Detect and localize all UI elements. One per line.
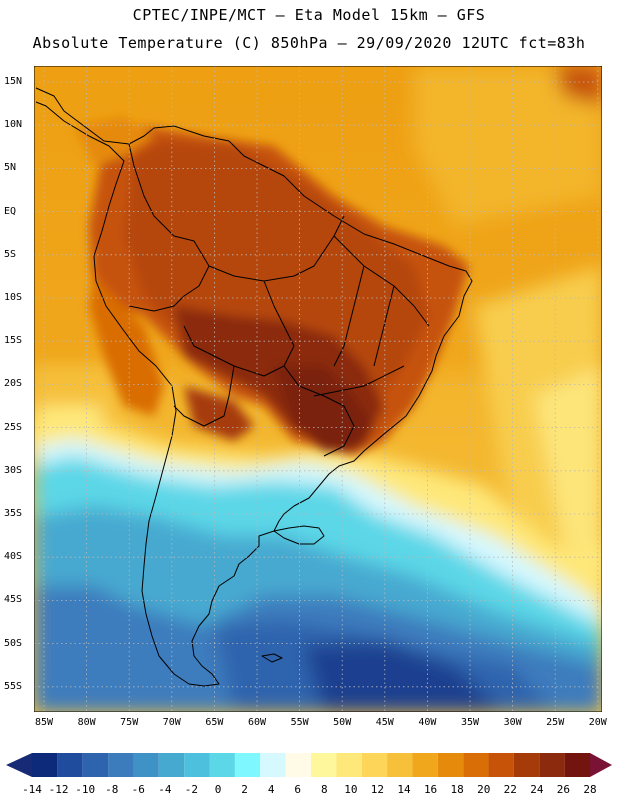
colorbar-tick-label: 18 xyxy=(450,783,464,796)
colorbar-swatch xyxy=(158,753,185,777)
colorbar-tick-label: -4 xyxy=(158,783,172,796)
colorbar-swatch xyxy=(57,753,83,777)
longitude-label: 80W xyxy=(77,717,96,728)
colorbar-tick-label: 14 xyxy=(397,783,411,796)
colorbar-swatch xyxy=(336,753,362,777)
country-borders xyxy=(128,143,430,457)
colorbar-swatch xyxy=(82,753,109,777)
colorbar-swatch xyxy=(387,753,413,777)
colorbar-tick-label: 4 xyxy=(267,783,275,796)
colorbar-tick-label: 8 xyxy=(320,783,328,796)
colorbar-tick-label: -2 xyxy=(184,783,199,796)
colorbar-swatch xyxy=(133,753,159,777)
colorbar-swatch xyxy=(513,753,540,777)
colorbar-tick-label: -8 xyxy=(105,783,119,796)
longitude-label: 35W xyxy=(460,717,480,728)
colorbar-swatch xyxy=(209,753,235,777)
colorbar-swatch xyxy=(539,753,565,777)
longitude-label: 85W xyxy=(34,717,54,728)
latitude-label: 30S xyxy=(4,464,23,476)
falkland-islands xyxy=(261,653,283,663)
colorbar-swatch xyxy=(260,753,286,777)
latitude-label: 15S xyxy=(4,335,23,347)
longitude-label: 75W xyxy=(120,717,139,728)
latitude-label: 55S xyxy=(4,680,23,692)
colorbar-swatch xyxy=(463,753,489,777)
colorbar-tick-label: 22 xyxy=(503,783,517,796)
latitude-label: 5S xyxy=(4,248,17,260)
central-america-coast xyxy=(35,87,473,687)
colorbar-over-triangle xyxy=(590,753,612,777)
longitude-label: 70W xyxy=(162,717,181,728)
colorbar-tick-label: 24 xyxy=(530,783,544,796)
colorbar-tick-label: -14 xyxy=(22,783,42,796)
longitude-label: 55W xyxy=(290,717,309,728)
colorbar-tick-label: 20 xyxy=(477,783,491,796)
latitude-label: 50S xyxy=(4,637,23,649)
colorbar-tick-label: 0 xyxy=(214,783,222,796)
latitude-label: 10N xyxy=(4,119,23,131)
longitude-label: 40W xyxy=(418,717,437,728)
longitude-label: 50W xyxy=(333,717,352,728)
latitude-label: EQ xyxy=(4,205,17,217)
longitude-label: 45W xyxy=(375,717,394,728)
temperature-colorbar xyxy=(6,753,612,777)
longitude-label: 20W xyxy=(588,717,607,728)
colorbar-swatch xyxy=(234,753,261,777)
latitude-label: 45S xyxy=(4,594,23,606)
latitude-label: 35S xyxy=(4,508,23,519)
latitude-label: 15N xyxy=(4,76,23,87)
longitude-label: 60W xyxy=(247,717,267,728)
colorbar-swatch xyxy=(488,753,514,777)
longitude-label: 25W xyxy=(546,717,565,728)
colorbar-under-triangle xyxy=(6,753,32,777)
land-temperature-field xyxy=(74,116,469,456)
colorbar-tick-label: -12 xyxy=(48,783,69,796)
colorbar-tick-label: 12 xyxy=(370,783,385,796)
colorbar-swatch xyxy=(361,753,388,777)
colorbar-tick-label: 10 xyxy=(344,783,358,796)
colorbar-tick-label: 28 xyxy=(583,783,597,796)
colorbar-swatch xyxy=(412,753,438,777)
latitude-label: 40S xyxy=(4,551,23,563)
colorbar-swatch xyxy=(564,753,590,777)
lat-lon-grid xyxy=(34,66,602,712)
uruguay-coast xyxy=(273,525,325,545)
colorbar-tick-label: 16 xyxy=(423,783,438,796)
map-title: CPTEC/INPE/MCT – Eta Model 15km – GFS xyxy=(132,6,486,24)
colorbar-tick-label: 6 xyxy=(294,783,302,796)
colorbar-swatch xyxy=(311,753,337,777)
colorbar-swatch xyxy=(184,753,210,777)
longitude-label: 65W xyxy=(205,717,224,728)
colorbar-tick-label: -10 xyxy=(75,783,96,796)
colorbar-swatch xyxy=(32,753,58,777)
temperature-map xyxy=(34,66,602,712)
colorbar-tick-label: -6 xyxy=(131,783,145,796)
longitude-label: 30W xyxy=(503,717,522,728)
colorbar-swatch xyxy=(437,753,464,777)
colorbar-tick-label: 2 xyxy=(241,783,248,796)
latitude-label: 5N xyxy=(4,162,17,174)
colorbar-tick-label: 26 xyxy=(556,783,571,796)
colorbar-swatch xyxy=(108,753,134,777)
latitude-label: 10S xyxy=(4,292,23,303)
latitude-label: 25S xyxy=(4,421,23,433)
latitude-label: 20S xyxy=(4,378,23,390)
map-subtitle: Absolute Temperature (C) 850hPa – 29/09/… xyxy=(32,34,586,52)
coastlines-and-borders xyxy=(35,87,473,687)
cold-air-mass xyxy=(34,416,602,712)
colorbar-swatch xyxy=(285,753,311,777)
